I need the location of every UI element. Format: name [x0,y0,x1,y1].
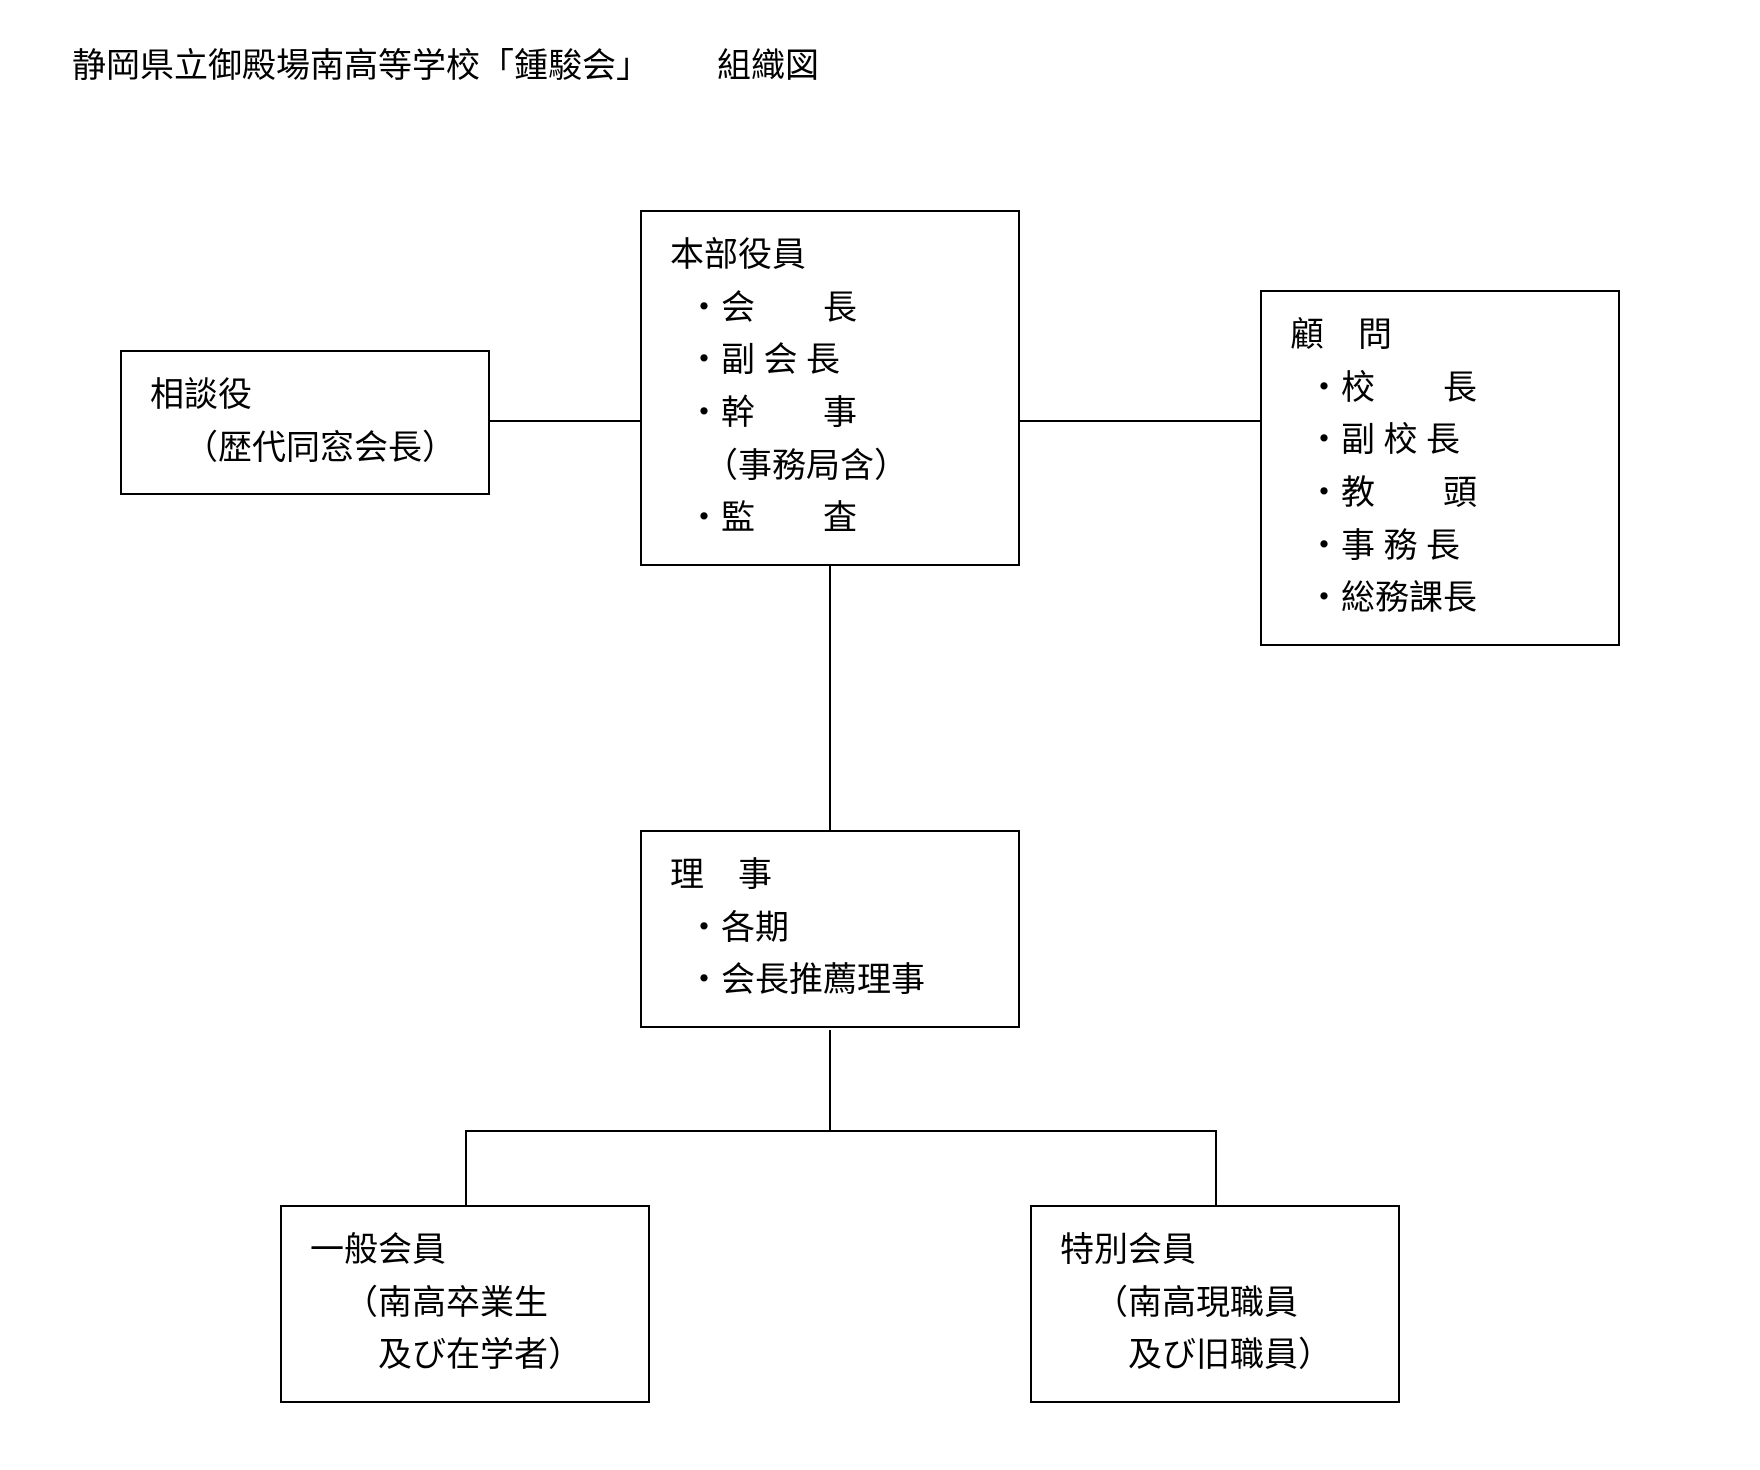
headquarters-item-4: ・監 査 [670,493,990,546]
headquarters-title: 本部役員 [670,230,990,283]
special-title: 特別会員 [1060,1225,1370,1278]
counselor-item-0: ・校 長 [1290,363,1590,416]
page-title-right: 組織図 [717,48,819,85]
node-special: 特別会員 （南高現職員 及び旧職員） [1030,1205,1400,1403]
node-general: 一般会員 （南高卒業生 及び在学者） [280,1205,650,1403]
counselor-title: 顧 問 [1290,310,1590,363]
node-adviser: 相談役 （歴代同窓会長） [120,350,490,495]
adviser-sub: （歴代同窓会長） [150,423,460,476]
adviser-title: 相談役 [150,370,460,423]
edge-director-down [829,1030,831,1130]
node-director: 理 事 ・各期 ・会長推薦理事 [640,830,1020,1028]
counselor-item-3: ・事 務 長 [1290,521,1590,574]
general-title: 一般会員 [310,1225,620,1278]
counselor-item-2: ・教 頭 [1290,468,1590,521]
headquarters-item-2: ・幹 事 [670,388,990,441]
edge-split-right [1215,1130,1217,1205]
node-headquarters: 本部役員 ・会 長 ・副 会 長 ・幹 事 （事務局含） ・監 査 [640,210,1020,566]
director-item-0: ・各期 [670,903,990,956]
headquarters-item-0: ・会 長 [670,283,990,336]
general-sub2: 及び在学者） [310,1330,620,1383]
director-title: 理 事 [670,850,990,903]
special-sub1: （南高現職員 [1060,1278,1370,1331]
page-title-left: 静岡県立御殿場南高等学校「鍾駿会」 [72,48,650,85]
edge-hq-counselor [1020,420,1260,422]
edge-split-left [465,1130,467,1205]
edge-split-bar [465,1130,1217,1132]
director-item-1: ・会長推薦理事 [670,955,990,1008]
node-counselor: 顧 問 ・校 長 ・副 校 長 ・教 頭 ・事 務 長 ・総務課長 [1260,290,1620,646]
general-sub1: （南高卒業生 [310,1278,620,1331]
edge-adviser-hq [490,420,640,422]
counselor-item-4: ・総務課長 [1290,573,1590,626]
counselor-item-1: ・副 校 長 [1290,415,1590,468]
special-sub2: 及び旧職員） [1060,1330,1370,1383]
edge-hq-director [829,565,831,830]
headquarters-item-1: ・副 会 長 [670,335,990,388]
headquarters-item-3: （事務局含） [670,441,990,494]
